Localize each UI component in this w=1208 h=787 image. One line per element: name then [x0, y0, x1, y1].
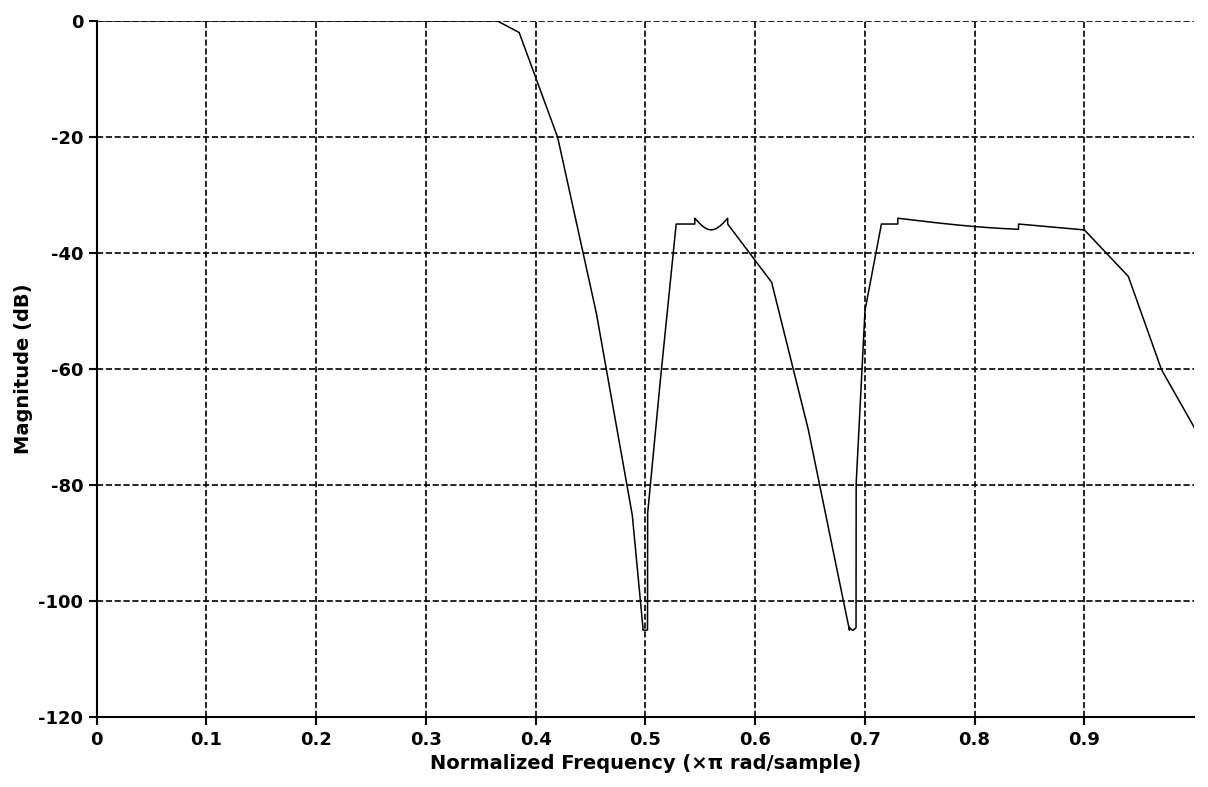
X-axis label: Normalized Frequency (×π rad/sample): Normalized Frequency (×π rad/sample)	[430, 754, 861, 773]
Y-axis label: Magnitude (dB): Magnitude (dB)	[13, 284, 33, 454]
